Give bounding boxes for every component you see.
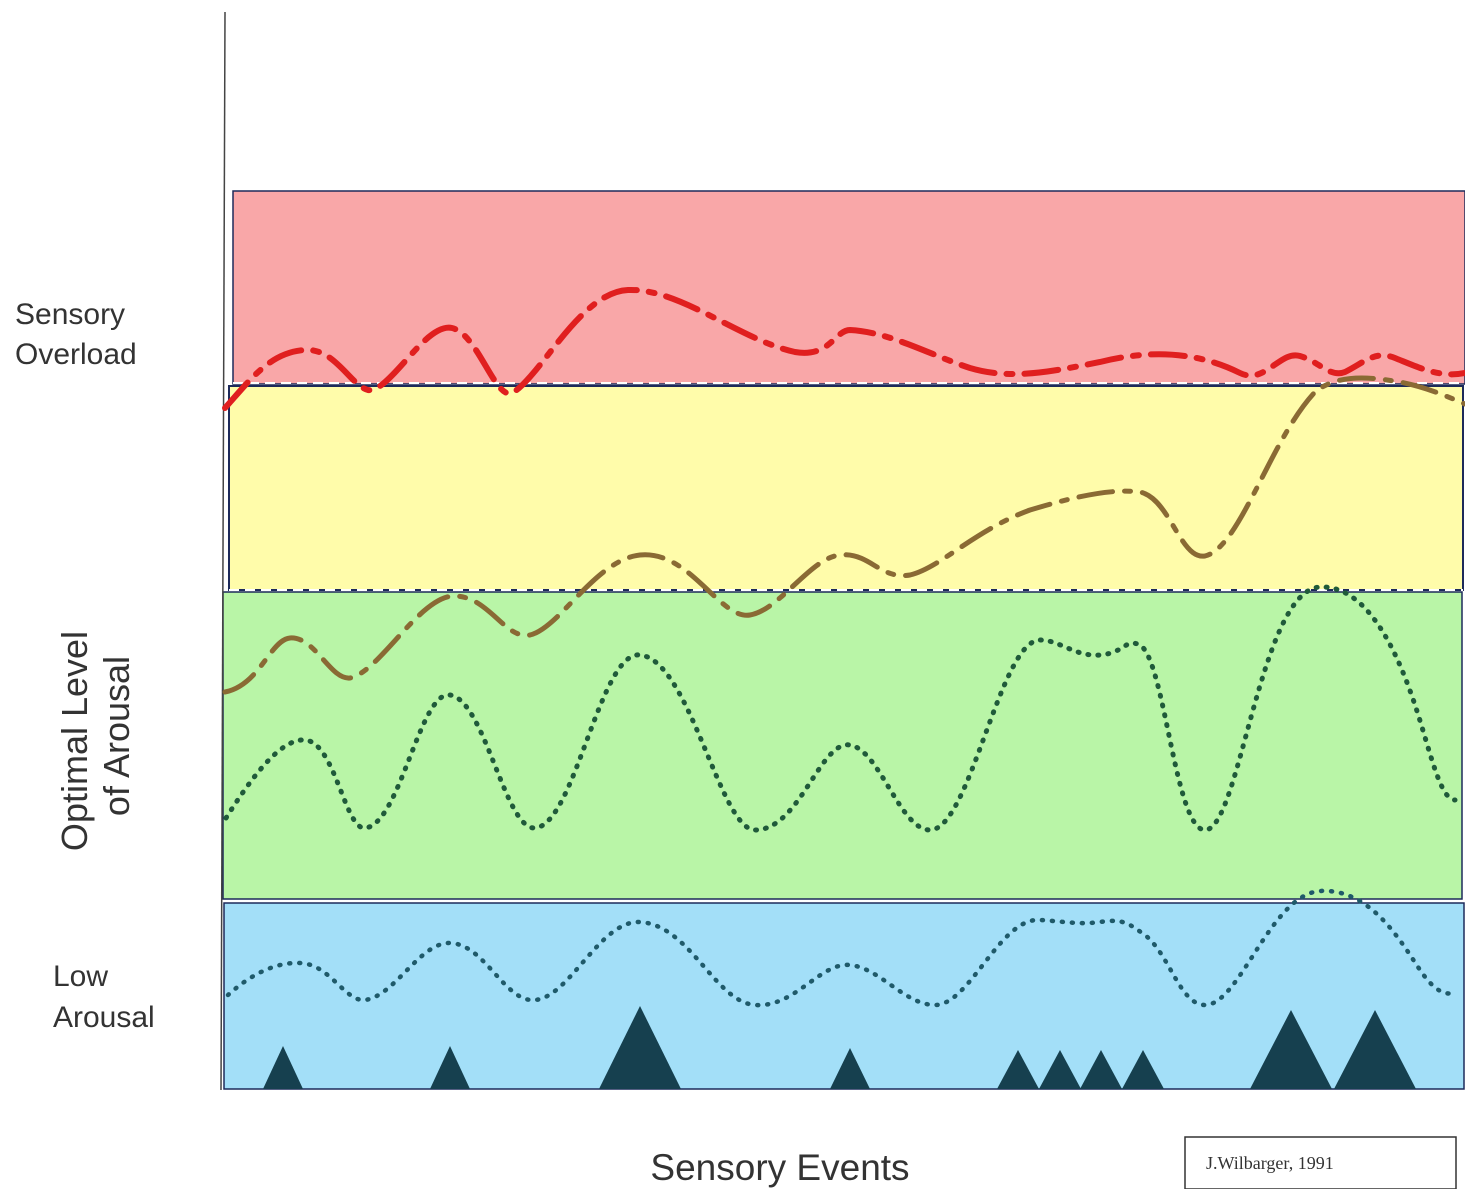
zone-label-low-line2: Arousal [53,1001,155,1034]
event-marker-1 [263,1046,303,1089]
credit-box [1184,1136,1457,1189]
zone-label-optimal: Optimal Level of Arousal [54,621,137,851]
overload-curve [222,286,1465,411]
event-markers [263,1006,1416,1089]
event-marker-6 [1039,1050,1081,1089]
event-marker-9 [1250,1010,1332,1089]
zone-overload [232,190,1465,385]
zone-transition [228,385,1464,591]
event-marker-7 [1080,1050,1122,1089]
zone-optimal [222,591,1463,900]
event-marker-8 [1122,1050,1164,1089]
zone-label-overload-line1: Sensory [15,298,125,331]
zone-low [223,902,1465,1090]
credit-text: J.Wilbarger, 1991 [1206,1153,1334,1173]
x-axis-title: Sensory Events [650,1147,909,1188]
event-marker-10 [1334,1010,1416,1089]
y-axis [220,11,226,1091]
zone-label-low-line1: Low [53,960,108,993]
zone-label-overload-line2: Overload [15,338,137,371]
zone-label-overload: Sensory Overload [15,298,137,371]
transition-curve [222,375,1465,695]
zone-label-optimal-line2: of Arousal [96,656,137,816]
event-marker-2 [430,1046,470,1089]
event-marker-3 [599,1006,681,1089]
zone-label-optimal-line1: Optimal Level [54,631,95,851]
event-marker-5 [997,1050,1039,1089]
event-marker-4 [830,1048,870,1089]
zone-label-low: Low Arousal [53,960,155,1034]
optimal-curve [223,584,1458,833]
